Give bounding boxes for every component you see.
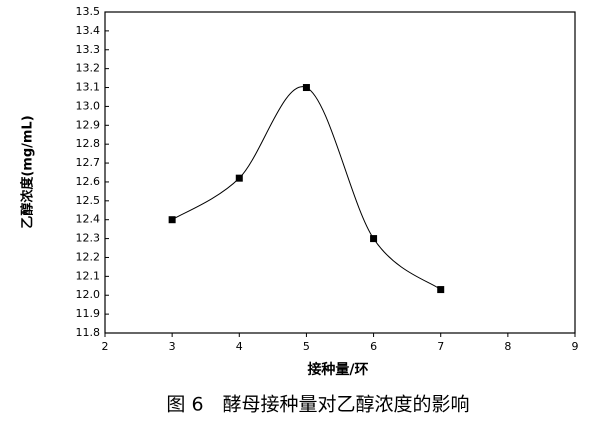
- y-tick-label: 12.4: [76, 213, 101, 226]
- x-tick-label: 9: [572, 340, 579, 353]
- data-point: [370, 235, 378, 243]
- y-tick-label: 12.0: [76, 288, 101, 301]
- x-tick-label: 3: [169, 340, 176, 353]
- x-axis-label: 接种量/环: [307, 361, 368, 378]
- y-tick-label: 13.0: [76, 99, 101, 112]
- y-tick-label: 13.4: [76, 24, 101, 37]
- y-tick-label: 12.3: [76, 232, 101, 245]
- y-tick-label: 12.9: [76, 118, 101, 131]
- x-tick-label: 6: [370, 340, 377, 353]
- x-tick-label: 7: [437, 340, 444, 353]
- x-tick-label: 2: [102, 340, 109, 353]
- y-tick-label: 13.3: [76, 43, 101, 56]
- y-tick-label: 13.1: [76, 81, 101, 94]
- x-tick-label: 5: [303, 340, 310, 353]
- y-tick-label: 13.5: [76, 5, 101, 18]
- y-tick-label: 13.2: [76, 62, 101, 75]
- data-point: [302, 84, 310, 92]
- plot-frame: [104, 11, 576, 334]
- y-tick-label: 12.8: [76, 137, 101, 150]
- y-tick-label: 12.5: [76, 194, 101, 207]
- y-tick-label: 12.6: [76, 175, 101, 188]
- data-point: [437, 286, 445, 294]
- data-point: [168, 216, 176, 224]
- y-axis-label: 乙醇浓度(mg/mL): [20, 115, 36, 228]
- x-tick-label: 8: [504, 340, 511, 353]
- y-tick-label: 11.9: [76, 307, 101, 320]
- y-tick-label: 12.1: [76, 269, 101, 282]
- y-tick-label: 12.2: [76, 250, 101, 263]
- data-line: [171, 86, 442, 290]
- y-tick-label: 12.7: [76, 156, 101, 169]
- y-tick-label: 11.8: [76, 326, 101, 339]
- x-tick-label: 4: [236, 340, 243, 353]
- caption: 图 6 酵母接种量对乙醇浓度的影响: [166, 394, 469, 416]
- data-point: [235, 174, 243, 182]
